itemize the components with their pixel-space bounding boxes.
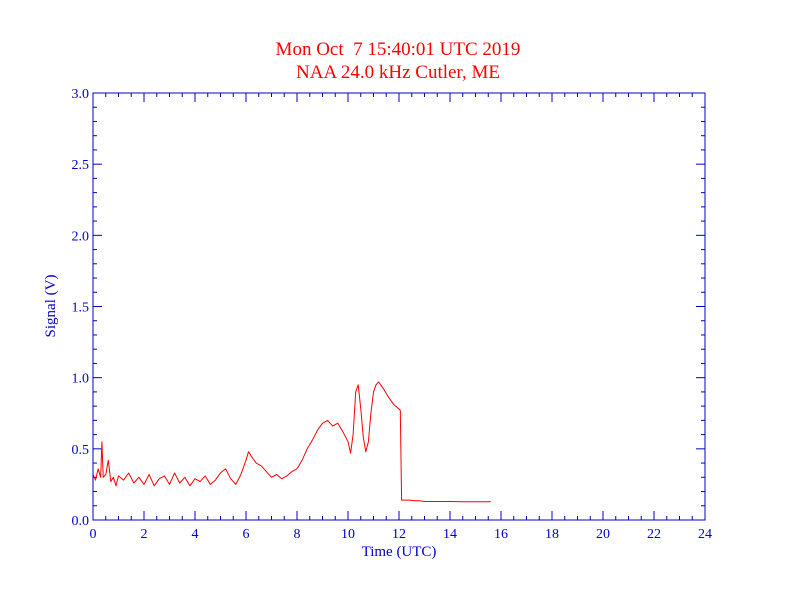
x-tick-label: 24 <box>698 527 712 542</box>
x-tick-label: 8 <box>294 527 301 542</box>
y-tick-label: 3.0 <box>72 87 90 102</box>
tick-labels: 0 2 4 6 8 10 12 14 16 18 20 22 240.00.51.01.52.02.53… <box>72 87 713 542</box>
x-tick-label: 20 <box>596 527 610 542</box>
y-tick-label: 2.5 <box>72 158 90 173</box>
x-tick-label: 18 <box>545 527 559 542</box>
x-tick-label: 4 <box>192 527 199 542</box>
signal-line <box>92 381 491 503</box>
x-tick-label: 14 <box>443 527 457 542</box>
axis-ticks <box>92 92 706 521</box>
y-tick-label: 0.5 <box>72 443 90 458</box>
y-tick-label: 0.0 <box>72 514 90 529</box>
y-tick-label: 1.5 <box>72 301 90 316</box>
x-tick-label: 22 <box>647 527 661 542</box>
x-tick-label: 10 <box>341 527 355 542</box>
chart-subtitle: NAA 24.0 kHz Cutler, ME <box>296 62 500 83</box>
plot-frame <box>92 92 706 521</box>
x-tick-label: 2 <box>141 527 148 542</box>
x-tick-label: 16 <box>494 527 508 542</box>
x-tick-label: 0 <box>90 527 97 542</box>
y-axis-label: Signal (V) <box>43 275 59 338</box>
chart-title: Mon Oct 7 15:40:01 UTC 2019 <box>276 39 521 60</box>
x-tick-label: 12 <box>392 527 406 542</box>
y-tick-label: 2.0 <box>72 229 90 244</box>
x-axis-label: Time (UTC) <box>362 544 437 560</box>
x-tick-label: 6 <box>243 527 250 542</box>
y-tick-label: 1.0 <box>72 372 90 387</box>
